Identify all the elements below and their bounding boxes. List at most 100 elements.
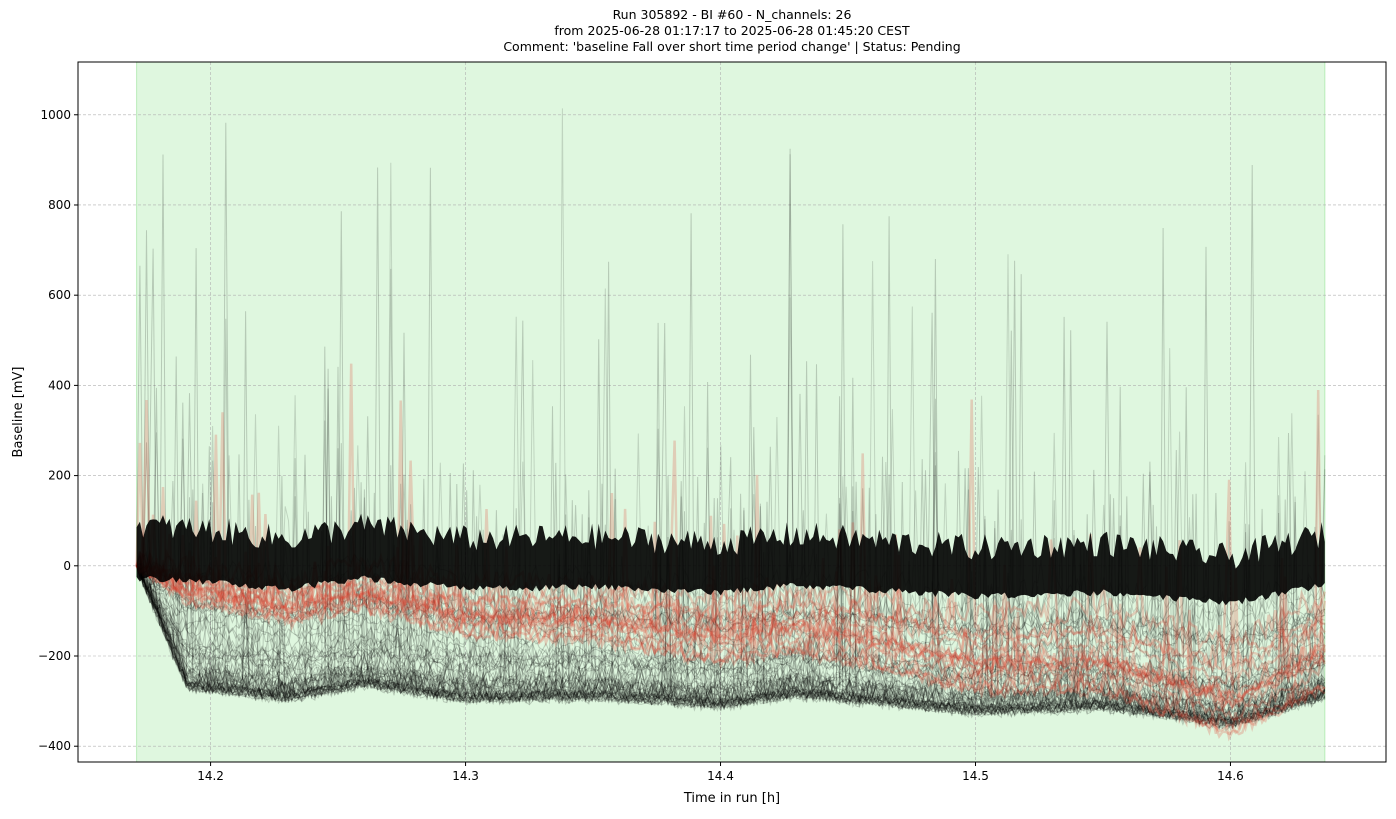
channel-trace <box>136 475 1326 724</box>
channel-trace <box>136 227 1326 729</box>
channel-trace <box>136 356 1326 727</box>
y-tick-label: −200 <box>38 649 71 663</box>
y-axis-label: Baseline [mV] <box>11 367 26 458</box>
channel-trace <box>136 246 1326 698</box>
y-tick-label: 1000 <box>40 108 71 122</box>
channel-trace <box>136 230 1326 713</box>
channel-trace <box>136 446 1326 662</box>
traces <box>135 108 1327 742</box>
channel-trace <box>136 381 1326 730</box>
channel-trace <box>136 492 1326 726</box>
channel-trace <box>136 517 1326 717</box>
channel-trace <box>136 450 1325 657</box>
channel-trace <box>136 364 1326 727</box>
flagged-channel-trace <box>135 565 1326 740</box>
channel-trace <box>136 346 1326 729</box>
channel-trace <box>136 211 1326 688</box>
x-axis-label: Time in run [h] <box>683 791 780 806</box>
channel-trace <box>136 468 1325 655</box>
channel-trace <box>136 497 1326 730</box>
flagged-channel-trace <box>135 399 1326 735</box>
channel-trace <box>136 366 1326 726</box>
channel-trace <box>136 330 1325 692</box>
flagged-channel-trace <box>135 474 1326 742</box>
channel-trace <box>136 504 1326 729</box>
y-tick-label: 600 <box>48 288 71 302</box>
chart-title-line-2: from 2025-06-28 01:17:17 to 2025-06-28 0… <box>554 23 910 38</box>
channel-trace <box>136 481 1325 729</box>
y-tick-label: 800 <box>48 198 71 212</box>
channel-trace <box>136 470 1326 641</box>
channel-trace <box>136 438 1325 655</box>
channel-trace <box>136 354 1326 726</box>
channel-trace <box>136 167 1326 697</box>
flagged-channel-trace <box>135 523 1327 674</box>
channel-trace <box>136 469 1326 645</box>
x-tick-label: 14.4 <box>707 769 734 783</box>
channel-trace <box>136 387 1326 732</box>
dense-trace-band <box>136 513 1325 606</box>
channel-trace <box>136 386 1326 730</box>
y-tick-label: 0 <box>63 559 71 573</box>
chart-title-line-3: Comment: 'baseline Fall over short time … <box>503 39 960 54</box>
channel-trace <box>136 318 1326 698</box>
channel-trace <box>136 449 1326 683</box>
flagged-channel-trace <box>136 440 1327 703</box>
flagged-channel-trace <box>136 553 1326 710</box>
channel-trace <box>136 457 1326 728</box>
channel-trace <box>136 487 1326 727</box>
flagged-channel-trace <box>135 363 1326 721</box>
highlight-span <box>136 61 1326 763</box>
axes-frame <box>77 61 1387 763</box>
channel-trace <box>136 213 1326 714</box>
channel-trace <box>136 339 1326 714</box>
channel-trace <box>136 498 1326 686</box>
y-tick-label: 200 <box>48 469 71 483</box>
channel-trace <box>136 322 1326 707</box>
flagged-channel-trace <box>135 389 1326 711</box>
channel-trace <box>136 489 1326 729</box>
channel-trace <box>136 167 1325 676</box>
channel-trace <box>136 216 1326 728</box>
channel-trace <box>136 122 1326 646</box>
x-tick-label: 14.6 <box>1217 769 1244 783</box>
channel-trace <box>136 494 1326 693</box>
x-tick-label: 14.3 <box>452 769 479 783</box>
x-tick-label: 14.2 <box>197 769 224 783</box>
channel-trace <box>136 498 1326 716</box>
channel-trace <box>136 402 1326 673</box>
channel-trace <box>136 493 1326 730</box>
flagged-channel-trace <box>136 453 1326 687</box>
channel-trace <box>136 514 1326 712</box>
x-tick-label: 14.5 <box>962 769 989 783</box>
channel-trace <box>136 265 1326 723</box>
channel-trace <box>136 396 1326 728</box>
channel-trace <box>136 261 1326 727</box>
channel-trace <box>136 258 1326 707</box>
channel-trace <box>136 481 1326 698</box>
channel-trace <box>136 248 1326 727</box>
flagged-channel-trace <box>135 434 1326 713</box>
channel-trace <box>136 500 1326 726</box>
channel-trace <box>136 462 1326 715</box>
chart-title-line-1: Run 305892 - BI #60 - N_channels: 26 <box>613 7 852 22</box>
channel-trace <box>136 164 1326 649</box>
channel-trace <box>136 537 1325 727</box>
flagged-channel-trace <box>135 486 1326 703</box>
channel-trace <box>136 482 1326 717</box>
channel-trace <box>136 154 1326 730</box>
channel-trace <box>136 406 1326 724</box>
plot-area: 14.2 14.3 14.4 14.5 14.6 −400 −200 0 200 400 600 80… <box>38 61 1387 783</box>
channel-trace <box>136 321 1326 646</box>
channel-trace <box>136 248 1326 725</box>
channel-trace <box>136 297 1326 631</box>
channel-trace <box>136 332 1325 698</box>
channel-trace <box>136 312 1326 691</box>
channel-trace <box>136 224 1326 729</box>
channel-trace <box>136 508 1326 729</box>
flagged-channel-trace <box>135 515 1326 706</box>
y-tick-label: 400 <box>48 378 71 392</box>
channel-trace <box>136 377 1325 728</box>
channel-trace <box>136 148 1326 669</box>
